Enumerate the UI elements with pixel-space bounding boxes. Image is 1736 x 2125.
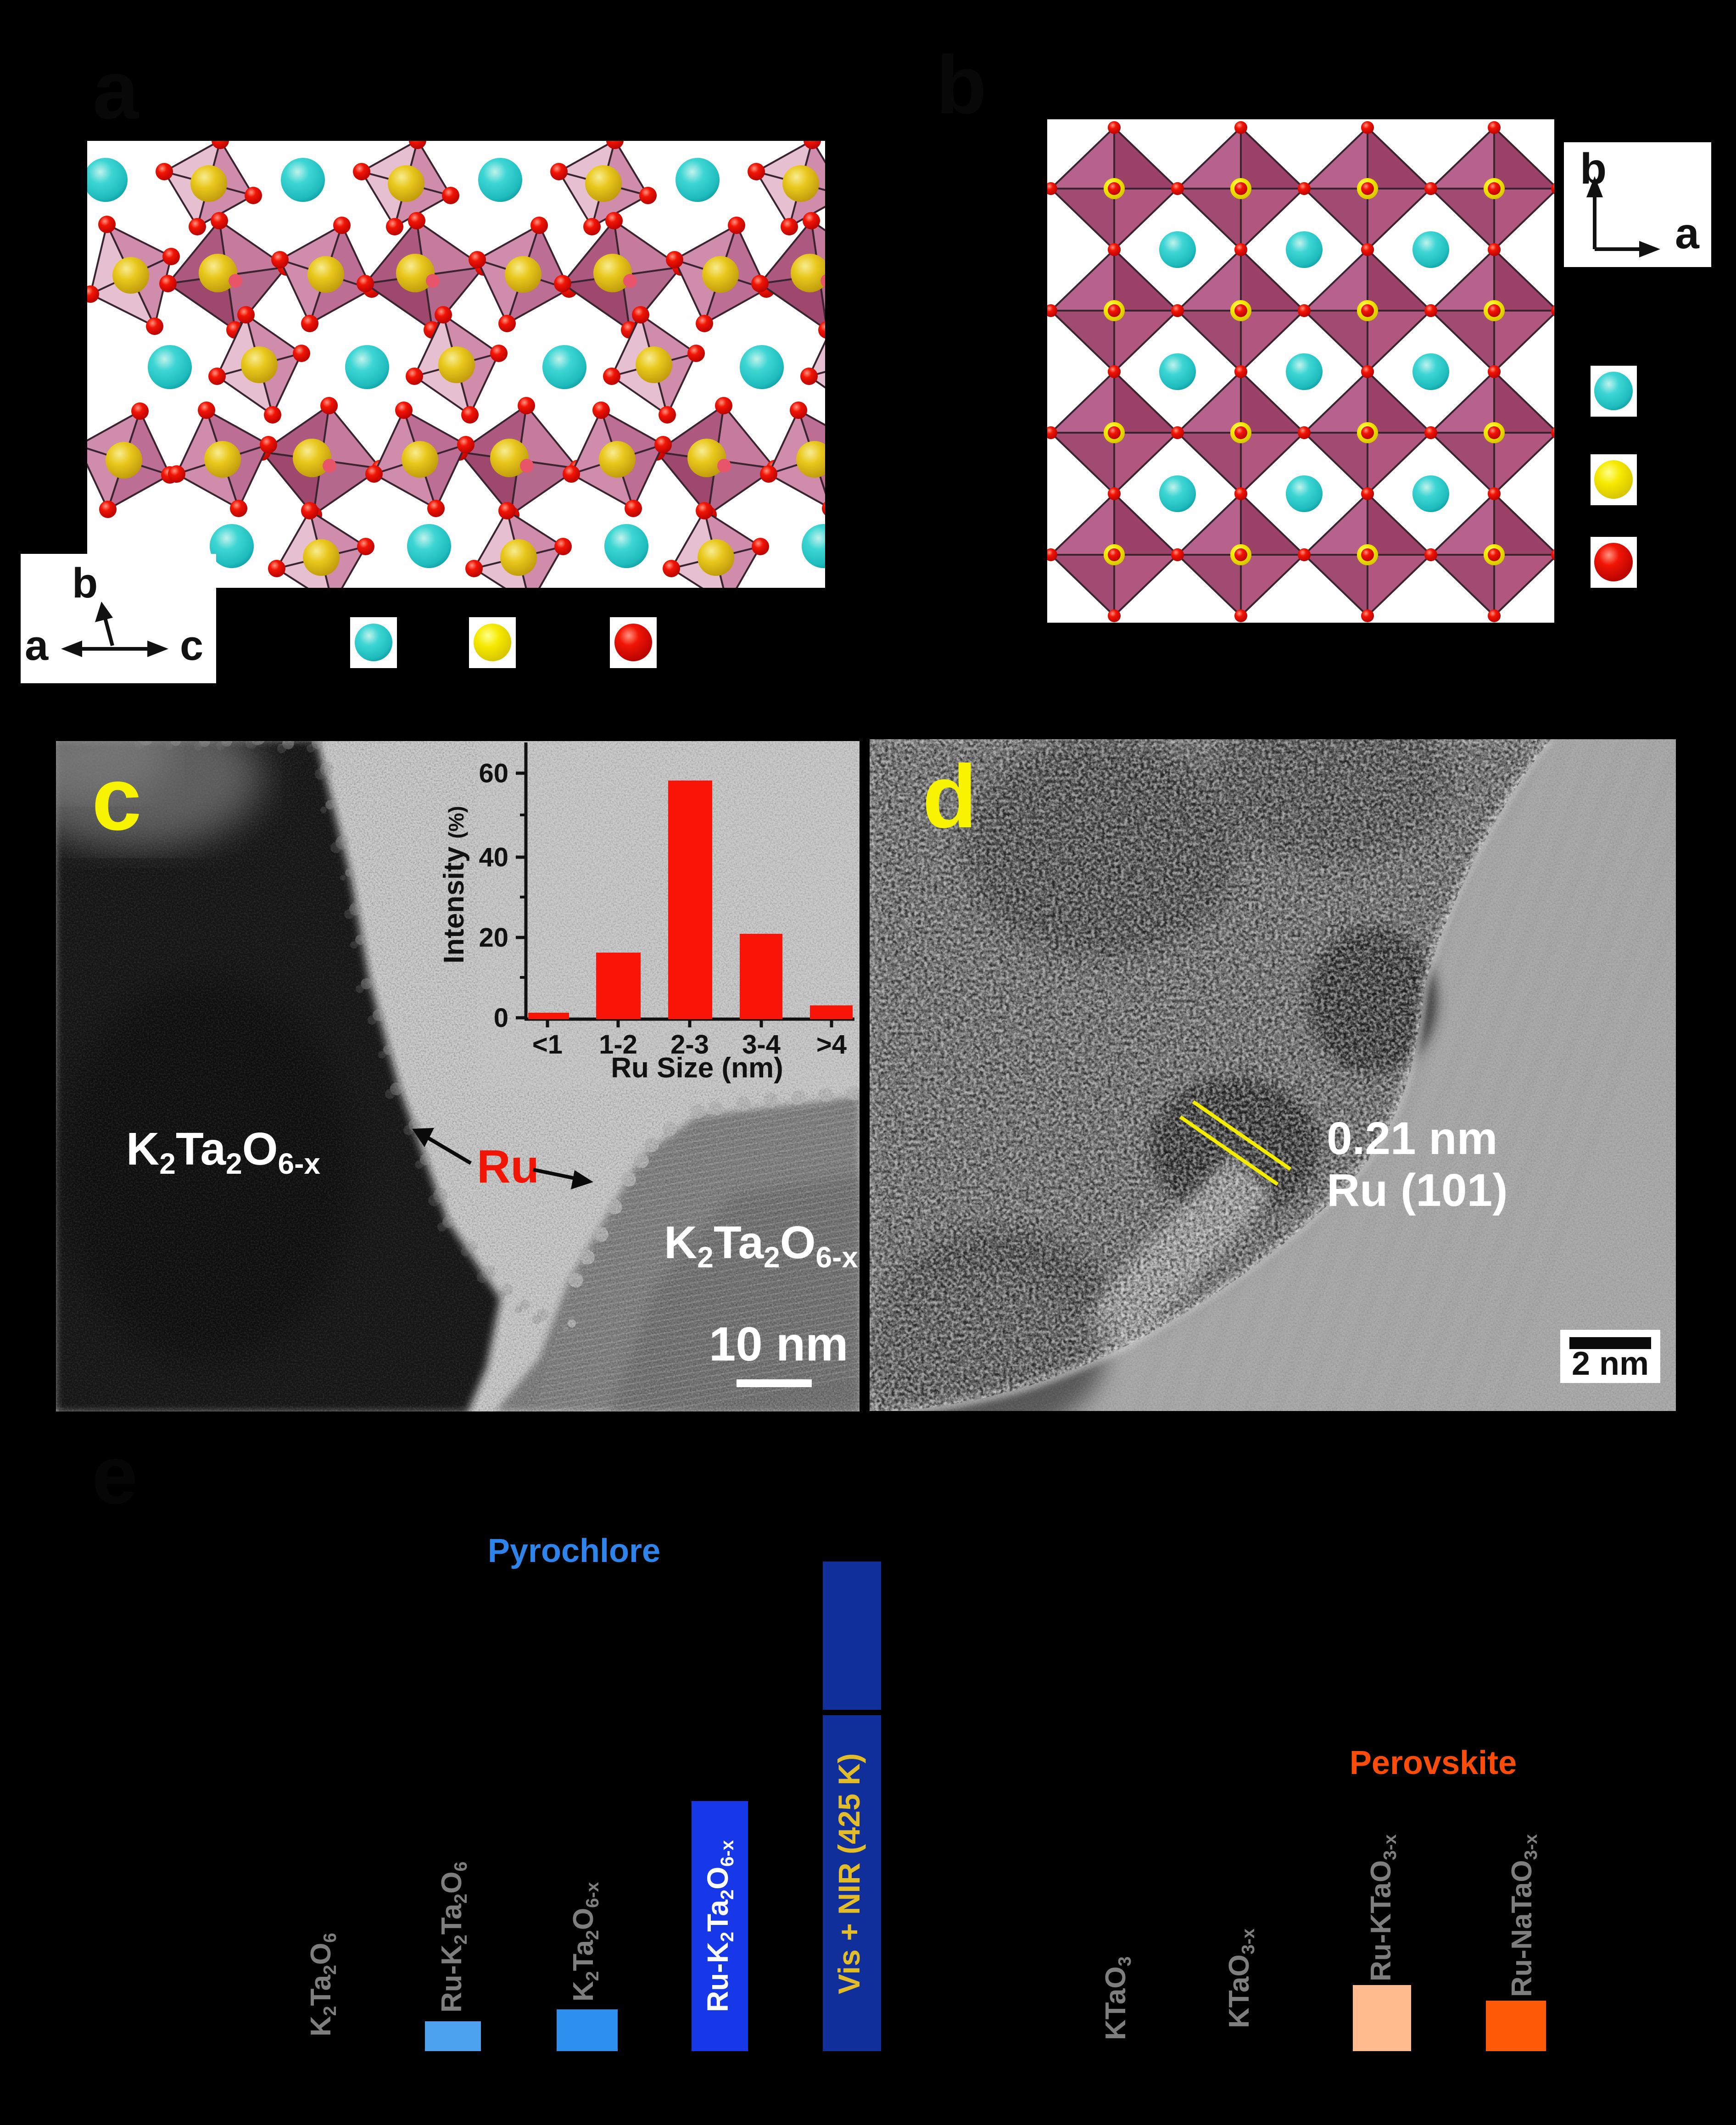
svg-text:Perovskite: Perovskite — [1350, 1745, 1517, 1781]
svg-text:0.21 nm: 0.21 nm — [1327, 1113, 1497, 1164]
svg-text:K2Ta2O6-x: K2Ta2O6-x — [664, 1217, 858, 1274]
svg-text:Pyrochlore: Pyrochlore — [488, 1533, 660, 1569]
svg-text:c: c — [92, 749, 141, 849]
svg-text:Ru: Ru — [477, 1140, 539, 1193]
svg-text:Ru Size (nm): Ru Size (nm) — [611, 1052, 783, 1084]
svg-text:10 nm: 10 nm — [709, 1317, 848, 1371]
svg-text:60: 60 — [479, 759, 508, 788]
svg-text:20: 20 — [479, 923, 508, 953]
svg-text:d: d — [922, 747, 977, 847]
svg-text:3-4: 3-4 — [742, 1030, 781, 1060]
svg-text:Ru-NaTaO3-x: Ru-NaTaO3-x — [1506, 1834, 1541, 1997]
svg-text:K2Ta2O6: K2Ta2O6 — [305, 1933, 340, 2036]
svg-text:Ru (101): Ru (101) — [1327, 1165, 1508, 1216]
svg-text:Vis + NIR (425 K): Vis + NIR (425 K) — [832, 1753, 866, 1994]
svg-text:a: a — [93, 44, 140, 136]
svg-text:KTaO3-x: KTaO3-x — [1223, 1929, 1258, 2028]
svg-text:40: 40 — [479, 842, 508, 872]
svg-text:b: b — [72, 560, 98, 607]
svg-text:0: 0 — [494, 1003, 508, 1033]
svg-text:KTaO3: KTaO3 — [1100, 1957, 1135, 2040]
svg-text:e: e — [92, 1429, 138, 1521]
svg-text:2-3: 2-3 — [670, 1030, 709, 1060]
svg-text:Ru-K2Ta2O6-x: Ru-K2Ta2O6-x — [701, 1840, 737, 2012]
svg-text:>4: >4 — [816, 1030, 847, 1060]
svg-text:2 nm: 2 nm — [1572, 1345, 1649, 1382]
svg-text:c: c — [180, 622, 203, 669]
svg-text:a: a — [1675, 209, 1700, 258]
svg-text:1-2: 1-2 — [599, 1030, 637, 1060]
svg-text:<1: <1 — [532, 1030, 563, 1060]
svg-text:a: a — [25, 622, 49, 669]
svg-text:b: b — [936, 39, 987, 131]
svg-text:K2Ta2O6-x: K2Ta2O6-x — [568, 1882, 603, 2002]
svg-text:Ru-K2Ta2O6: Ru-K2Ta2O6 — [436, 1862, 471, 2013]
